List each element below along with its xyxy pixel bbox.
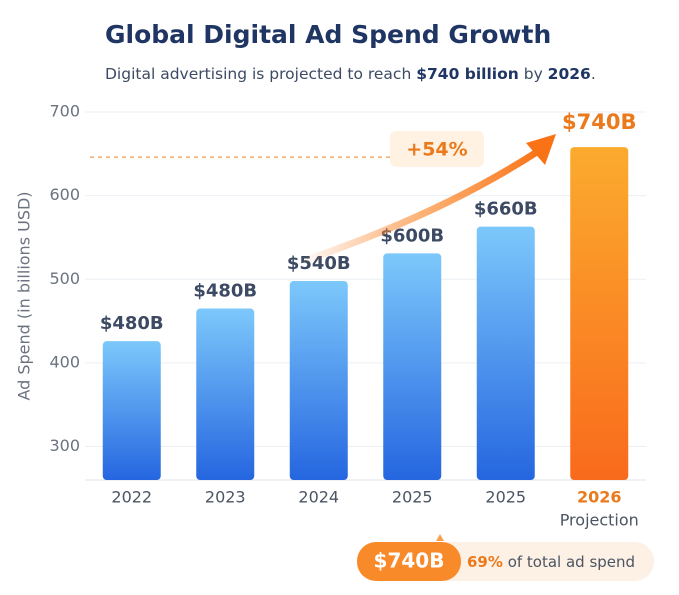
arrow-head [526,134,556,165]
y-tick-label: 500 [49,269,80,288]
callout-desc: of total ad spend [508,553,635,571]
y-tick-label: 400 [49,352,80,371]
bar [570,147,629,481]
subtitle-text: Digital advertising is projected to reac… [105,65,416,83]
bar [383,253,442,480]
subtitle: Digital advertising is projected to reac… [105,65,596,83]
subtitle-text: . [591,65,596,83]
subtitle-text: 2026 [548,65,591,83]
chart-title: Global Digital Ad Spend Growth [105,20,551,49]
x-tick-label: 2026 [577,488,622,507]
bar-annotation: $480B [193,281,257,302]
x-tick-label: 2025 [392,488,433,507]
callout-text: 69% of total ad spend [467,553,635,571]
x-tick-label: 2022 [111,488,152,507]
bar [476,226,535,480]
bar-annotation: $660B [474,199,538,220]
growth-label: +54% [406,139,467,161]
bar-annotation: $740B [562,110,636,134]
bar [102,341,161,480]
x-tick-label: 2023 [205,488,246,507]
bar [196,308,255,480]
bar-annotation: $600B [380,225,444,246]
callout-pointer [436,534,444,541]
y-tick-label: 300 [49,436,80,455]
callout-share: 69% [467,553,503,571]
x-tick-label: 2024 [298,488,339,507]
x-tick-label: 2025 [485,488,526,507]
y-tick-label: 600 [49,185,80,204]
callout-amount-bg [357,542,461,581]
plot: 3004005006007002022$480B2023$480B2024$54… [49,102,646,530]
y-tick-label: 700 [49,102,80,121]
bar [289,280,348,480]
growth-arrow [296,146,544,266]
growth-badge [390,131,484,167]
bar-annotation: $480B [100,313,164,334]
callout-amount: $740B [374,549,445,573]
subtitle-text: by [519,65,548,83]
y-axis-label: Ad Spend (in billions USD) [15,191,34,400]
subtitle-text: $740 billion [416,65,519,83]
x-tick-note: Projection [560,511,639,530]
